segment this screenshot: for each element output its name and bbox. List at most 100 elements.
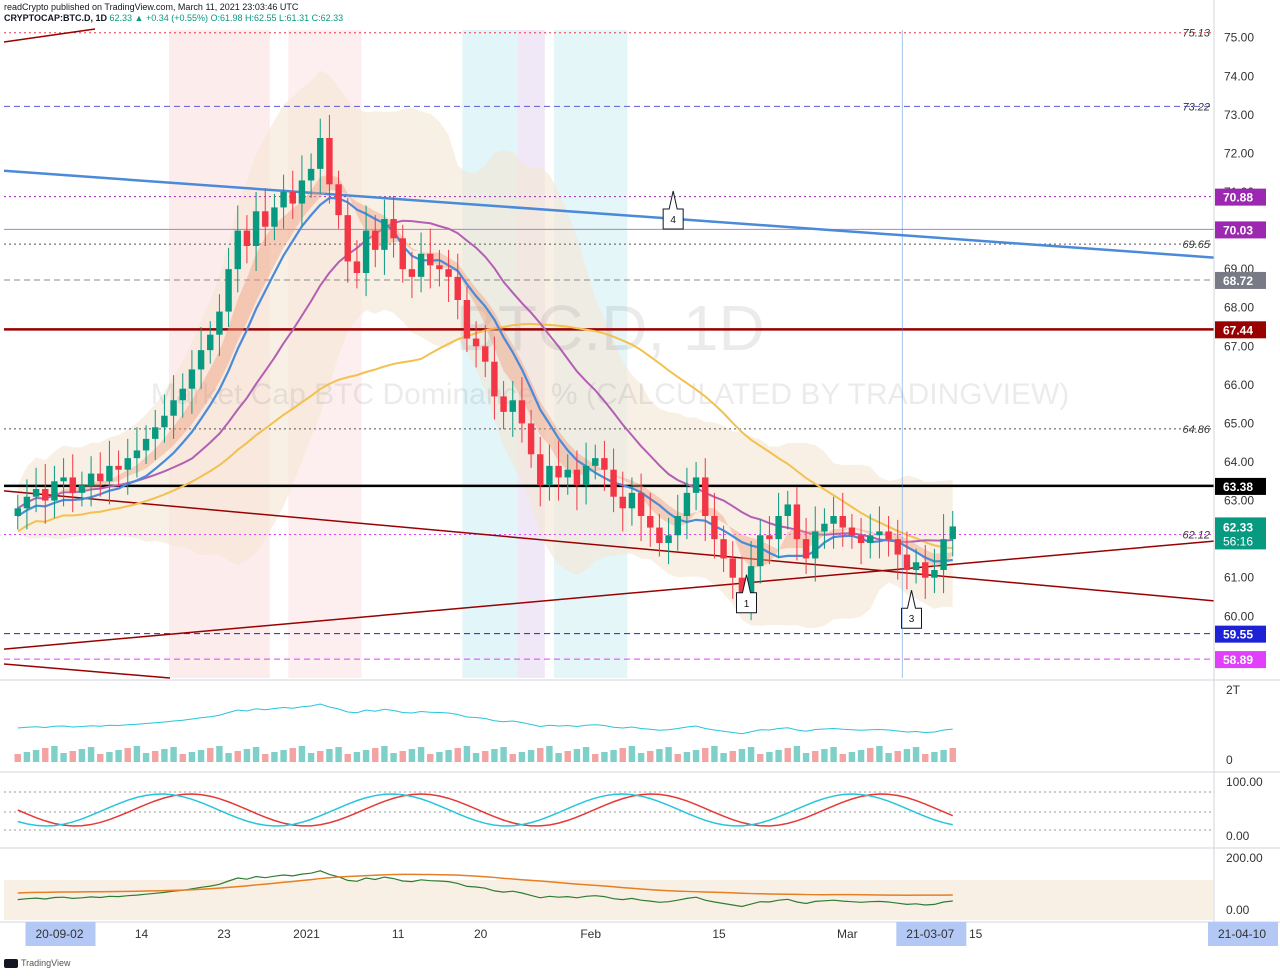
volume-bar [32,750,40,762]
candle-body [87,473,95,486]
volume-bar [610,750,617,762]
volume-bar [133,746,141,762]
candle-body [353,261,361,273]
volume-bar [399,751,406,762]
volume-bar [821,749,828,762]
candle-body [729,558,736,578]
volume-bar [637,753,645,762]
last-price-tag [1215,517,1266,550]
volume-bar [839,754,846,762]
candle-body [857,535,865,543]
candle-body [243,230,251,246]
volume-bar [857,750,865,762]
candle-body [637,492,645,516]
momentum-panel-tick-top: 200.00 [1226,851,1263,865]
volume-bar [78,749,86,762]
price-level-label: 69.65 [1182,239,1210,251]
candle-body [830,516,837,524]
volume-bar [197,750,205,762]
candle-body [216,311,223,335]
volume-bar [353,752,361,762]
volume-bar [775,750,782,762]
time-tag [25,922,96,946]
volume-bar [271,752,278,762]
candle-body [23,496,31,509]
price-level-label: 75.13 [1182,28,1210,40]
candle-body [903,554,911,570]
price-tag [1215,221,1266,239]
candle-body [876,531,883,536]
volume-bar [757,754,764,762]
volume-bar [885,753,892,762]
callout-label: 3 [909,614,915,625]
x-tick-label: 20-09-02 [35,927,83,941]
y-tick-label: 72.00 [1224,146,1254,160]
candle-body [665,535,672,543]
symbol-name: CRYPTOCAP:BTC.D, 1D [4,13,108,23]
volume-bar [280,750,287,762]
price-tag [1215,651,1266,669]
ohlc-values: 62.33 ▲ +0.34 (+0.55%) O:61.98 H:62.55 L… [109,13,344,23]
candle-body [372,230,379,250]
candle-body [582,465,590,486]
volume-bar [97,754,104,762]
price-tag [1215,271,1266,289]
volume-bar [170,747,177,762]
y-tick-label: 66.00 [1224,378,1254,392]
candle-body [417,253,425,277]
callout-box [901,590,922,629]
volume-bar [472,753,480,762]
candle-body [885,531,892,540]
candle-body [390,219,397,239]
candle-body [802,539,810,559]
oscillator-panel-tick-top: 100.00 [1226,775,1263,789]
bottom-trendline [3,663,171,679]
price-tag [1215,625,1266,643]
volume-bar [262,754,269,762]
volume-bar [564,751,571,762]
candle-body [32,489,40,497]
volume-bar [903,749,911,762]
candle-body [527,423,535,455]
volume-bar [106,752,113,762]
volume-bar [582,747,590,762]
candle-body [399,238,406,270]
volume-bar [152,751,159,762]
candle-body [307,168,315,181]
candle-body [564,469,571,478]
volume-bar [42,748,49,762]
candle-body [500,396,507,412]
candle-body [234,230,241,270]
candle-body [115,465,122,470]
volume-bar [115,750,122,762]
candle-body [326,138,333,185]
volume-bar [14,754,21,762]
volume-bar [656,749,663,762]
candle-body [509,400,516,412]
price-tag-label: 59.55 [1223,628,1253,642]
volume-bar [683,752,691,762]
x-tick-label: 11 [392,927,405,941]
candle-body [747,566,755,597]
y-tick-label: 75.00 [1224,31,1254,45]
x-tick-label: 21-03-07 [906,927,954,941]
candle-body [271,207,278,227]
candle-body [555,465,562,478]
y-tick-label: 67.00 [1224,339,1254,353]
volume-bar [454,748,461,762]
candle-body [775,516,782,540]
volume-bar [317,751,324,762]
volume-panel-tick-top: 2T [1226,683,1241,697]
price-tag-label: 70.03 [1223,223,1253,237]
candle-body [683,492,691,516]
time-tag [896,922,967,946]
volume-bar [931,752,938,762]
candle-body [912,562,920,570]
oscillator-panel-tick-bottom: 0.00 [1226,829,1250,843]
candle-body [949,526,956,540]
volume-bar [225,753,232,762]
volume-bar [207,748,214,762]
volume-bar [161,749,168,762]
candle-body [179,388,186,401]
